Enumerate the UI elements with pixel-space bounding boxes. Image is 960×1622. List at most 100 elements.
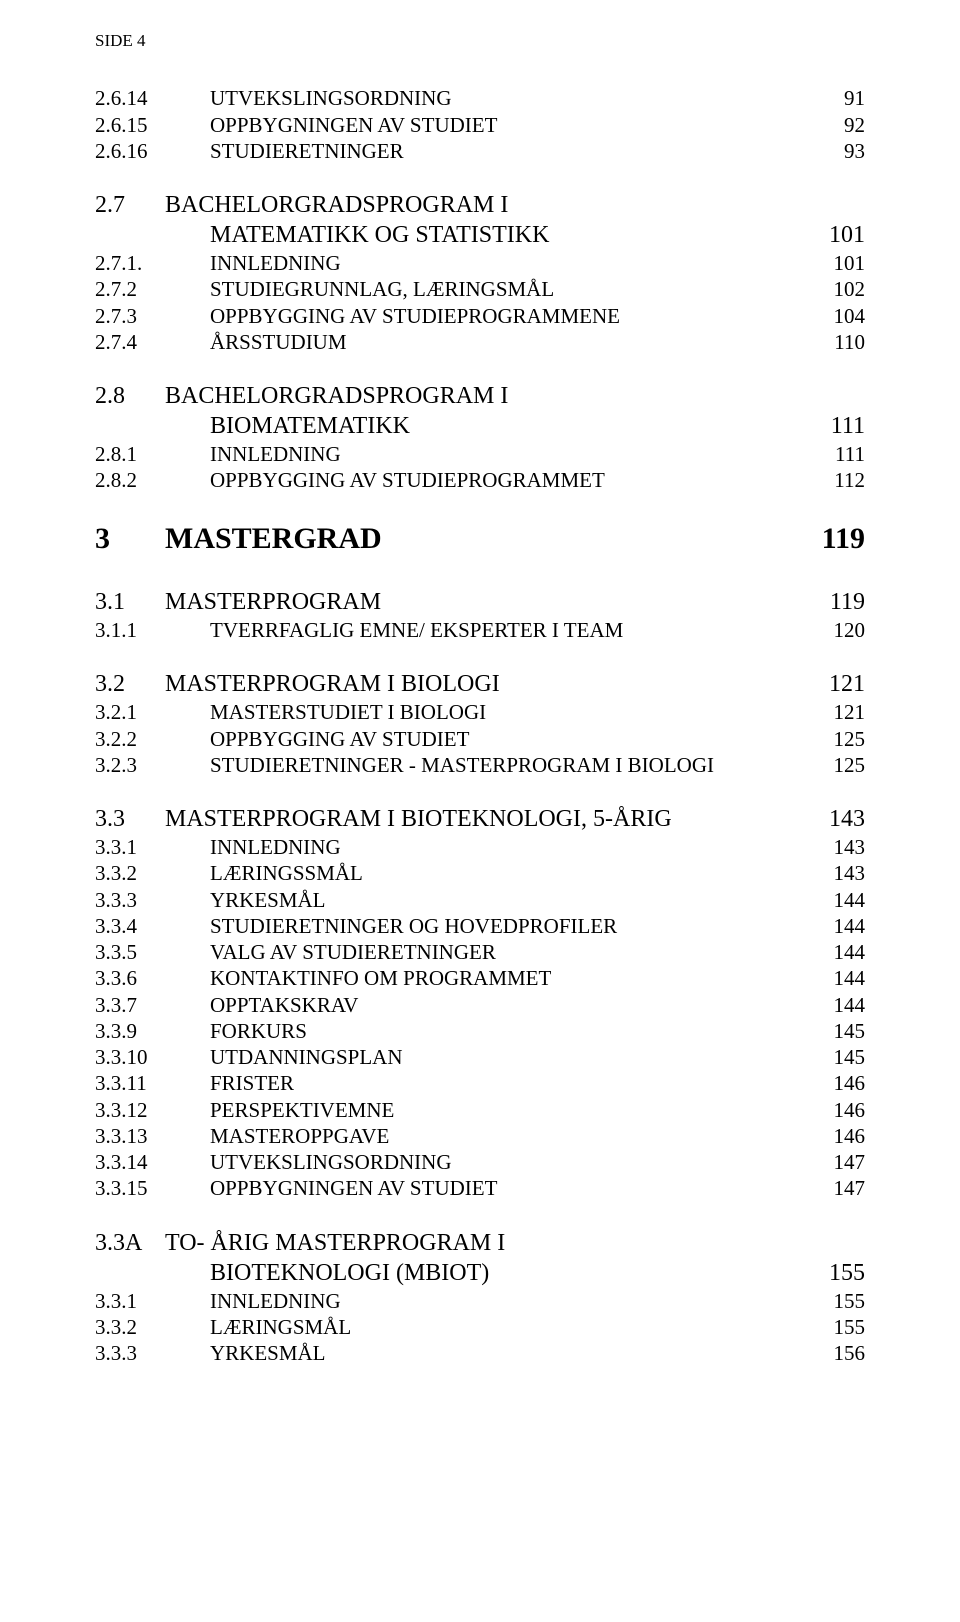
toc-page: 145	[805, 1018, 865, 1044]
toc-title: FRISTER	[210, 1070, 294, 1096]
toc-section: 2.7BACHELORGRADSPROGRAM IMATEMATIKK OG S…	[95, 190, 865, 355]
toc-row-left: BIOTEKNOLOGI (MBIOT)	[95, 1258, 489, 1288]
toc-title: YRKESMÅL	[210, 1340, 326, 1366]
toc-title: MASTEROPPGAVE	[210, 1123, 389, 1149]
toc-row: 3.3.6KONTAKTINFO OM PROGRAMMET 144	[95, 965, 865, 991]
toc-section: 3.3MASTERPROGRAM I BIOTEKNOLOGI, 5-ÅRIG1…	[95, 804, 865, 1202]
toc-row: 2.8.2OPPBYGGING AV STUDIEPROGRAMMET112	[95, 467, 865, 493]
toc-row: 3.3.4STUDIERETNINGER OG HOVEDPROFILER144	[95, 913, 865, 939]
toc-page: 144	[805, 913, 865, 939]
toc-title: MASTERPROGRAM I BIOLOGI	[165, 669, 500, 699]
toc-row: 3.3MASTERPROGRAM I BIOTEKNOLOGI, 5-ÅRIG1…	[95, 804, 865, 834]
toc-row: 2.7.4ÅRSSTUDIUM110	[95, 329, 865, 355]
toc-row: 3.3.5VALG AV STUDIERETNINGER144	[95, 939, 865, 965]
toc-num: 3.3.2	[95, 1314, 210, 1340]
toc-row-left: 3.3.3YRKESMÅL	[95, 887, 326, 913]
toc-row: 2.7.1.INNLEDNING101	[95, 250, 865, 276]
toc-page: 101	[805, 220, 865, 250]
toc-row: 3.3ATO- ÅRIG MASTERPROGRAM I	[95, 1228, 865, 1258]
toc-row: 3.2.3STUDIERETNINGER - MASTERPROGRAM I B…	[95, 752, 865, 778]
toc-row: 2.8BACHELORGRADSPROGRAM I	[95, 381, 865, 411]
toc-title: STUDIERETNINGER - MASTERPROGRAM I BIOLOG…	[210, 752, 714, 778]
toc-num: 3.3.12	[95, 1097, 210, 1123]
toc-page: 111	[805, 441, 865, 467]
toc-title: STUDIERETNINGER	[210, 138, 404, 164]
toc-row: 3.3.14UTVEKSLINGSORDNING147	[95, 1149, 865, 1175]
toc-row: 3.1.1TVERRFAGLIG EMNE/ EKSPERTER I TEAM 1…	[95, 617, 865, 643]
toc-row: 2.6.15OPPBYGNINGEN AV STUDIET92	[95, 112, 865, 138]
toc-row-left: BIOMATEMATIKK	[95, 411, 410, 441]
toc-section: 2.6.14UTVEKSLINGSORDNING912.6.15OPPBYGNI…	[95, 85, 865, 164]
toc-page: 121	[805, 669, 865, 699]
toc-page: 101	[805, 250, 865, 276]
toc-section: 3.3ATO- ÅRIG MASTERPROGRAM IBIOTEKNOLOGI…	[95, 1228, 865, 1367]
toc-num: 3.3.11	[95, 1070, 210, 1096]
toc-row-left: 3.3.15OPPBYGNINGEN AV STUDIET	[95, 1175, 497, 1201]
toc-row-left: 3.3.12PERSPEKTIVEMNE	[95, 1097, 394, 1123]
toc-page: 146	[805, 1097, 865, 1123]
toc-page: 120	[805, 617, 865, 643]
toc-num: 3.3.15	[95, 1175, 210, 1201]
toc-row: 3.3.3YRKESMÅL156	[95, 1340, 865, 1366]
toc-page: 119	[805, 520, 865, 558]
toc-title: VALG AV STUDIERETNINGER	[210, 939, 496, 965]
toc-row-left: 3.3ATO- ÅRIG MASTERPROGRAM I	[95, 1228, 505, 1258]
toc-row: 3.3.2LÆRINGSSMÅL143	[95, 860, 865, 886]
toc-row: 3.3.1INNLEDNING143	[95, 834, 865, 860]
toc-page: 155	[805, 1258, 865, 1288]
toc-page: 144	[805, 887, 865, 913]
toc-page: 144	[805, 965, 865, 991]
toc-num: 3.3.14	[95, 1149, 210, 1175]
toc-page: 144	[805, 992, 865, 1018]
toc-row-left: 3.3.1INNLEDNING	[95, 1288, 341, 1314]
toc-title: OPPBYGNINGEN AV STUDIET	[210, 1175, 497, 1201]
toc-page: 145	[805, 1044, 865, 1070]
toc-title: INNLEDNING	[210, 250, 341, 276]
toc-section: 3MASTERGRAD119	[95, 520, 865, 558]
toc-row-left: 2.7.4ÅRSSTUDIUM	[95, 329, 347, 355]
toc-num: 2.7.4	[95, 329, 210, 355]
toc-row-left: 3.1.1TVERRFAGLIG EMNE/ EKSPERTER I TEAM	[95, 617, 623, 643]
toc-title: FORKURS	[210, 1018, 307, 1044]
toc-title: LÆRINGSMÅL	[210, 1314, 351, 1340]
toc-num: 2.7.3	[95, 303, 210, 329]
toc-num: 3.3.5	[95, 939, 210, 965]
toc-row-left: 3.1MASTERPROGRAM	[95, 587, 381, 617]
toc-title: LÆRINGSSMÅL	[210, 860, 363, 886]
toc-title: OPPTAKSKRAV	[210, 992, 358, 1018]
toc-title: BIOMATEMATIKK	[95, 411, 410, 441]
toc-row: 2.6.14UTVEKSLINGSORDNING91	[95, 85, 865, 111]
toc-row: BIOTEKNOLOGI (MBIOT) 155	[95, 1258, 865, 1288]
toc-row: 2.7.3OPPBYGGING AV STUDIEPROGRAMMENE104	[95, 303, 865, 329]
toc-row: 3.3.2LÆRINGSMÅL155	[95, 1314, 865, 1340]
toc-row-left: 2.8.1INNLEDNING	[95, 441, 341, 467]
toc-num: 2.8.2	[95, 467, 210, 493]
toc-num: 3.2.2	[95, 726, 210, 752]
toc-title: INNLEDNING	[210, 1288, 341, 1314]
toc-row-left: 3.3.9FORKURS	[95, 1018, 307, 1044]
toc-title: MASTERPROGRAM	[165, 587, 381, 617]
toc-row-left: 3.3.5VALG AV STUDIERETNINGER	[95, 939, 496, 965]
toc-title: OPPBYGGING AV STUDIEPROGRAMMET	[210, 467, 605, 493]
toc-num: 3.2.1	[95, 699, 210, 725]
toc-page: 146	[805, 1123, 865, 1149]
toc-title: STUDIEGRUNNLAG, LÆRINGSMÅL	[210, 276, 554, 302]
toc-row: 3.3.10UTDANNINGSPLAN145	[95, 1044, 865, 1070]
toc-row-left: 2.6.16STUDIERETNINGER	[95, 138, 404, 164]
toc-page: 155	[805, 1288, 865, 1314]
toc-num: 2.7	[95, 190, 165, 220]
toc-title: OPPBYGGING AV STUDIEPROGRAMMENE	[210, 303, 620, 329]
toc-title: OPPBYGGING AV STUDIET	[210, 726, 469, 752]
toc-title: KONTAKTINFO OM PROGRAMMET	[210, 965, 551, 991]
toc-num: 2.6.15	[95, 112, 210, 138]
toc-row-left: 3.3.6KONTAKTINFO OM PROGRAMMET	[95, 965, 551, 991]
toc-page: 147	[805, 1175, 865, 1201]
toc-row-left: 3.3.11FRISTER	[95, 1070, 294, 1096]
toc-page: 143	[805, 834, 865, 860]
toc-num: 3.3.6	[95, 965, 210, 991]
toc-row-left: 3.2.3STUDIERETNINGER - MASTERPROGRAM I B…	[95, 752, 714, 778]
toc-row: 3.3.11FRISTER146	[95, 1070, 865, 1096]
toc-row-left: MATEMATIKK OG STATISTIKK	[95, 220, 549, 250]
toc-num: 3.3.3	[95, 1340, 210, 1366]
toc-title: BACHELORGRADSPROGRAM I	[165, 190, 508, 220]
